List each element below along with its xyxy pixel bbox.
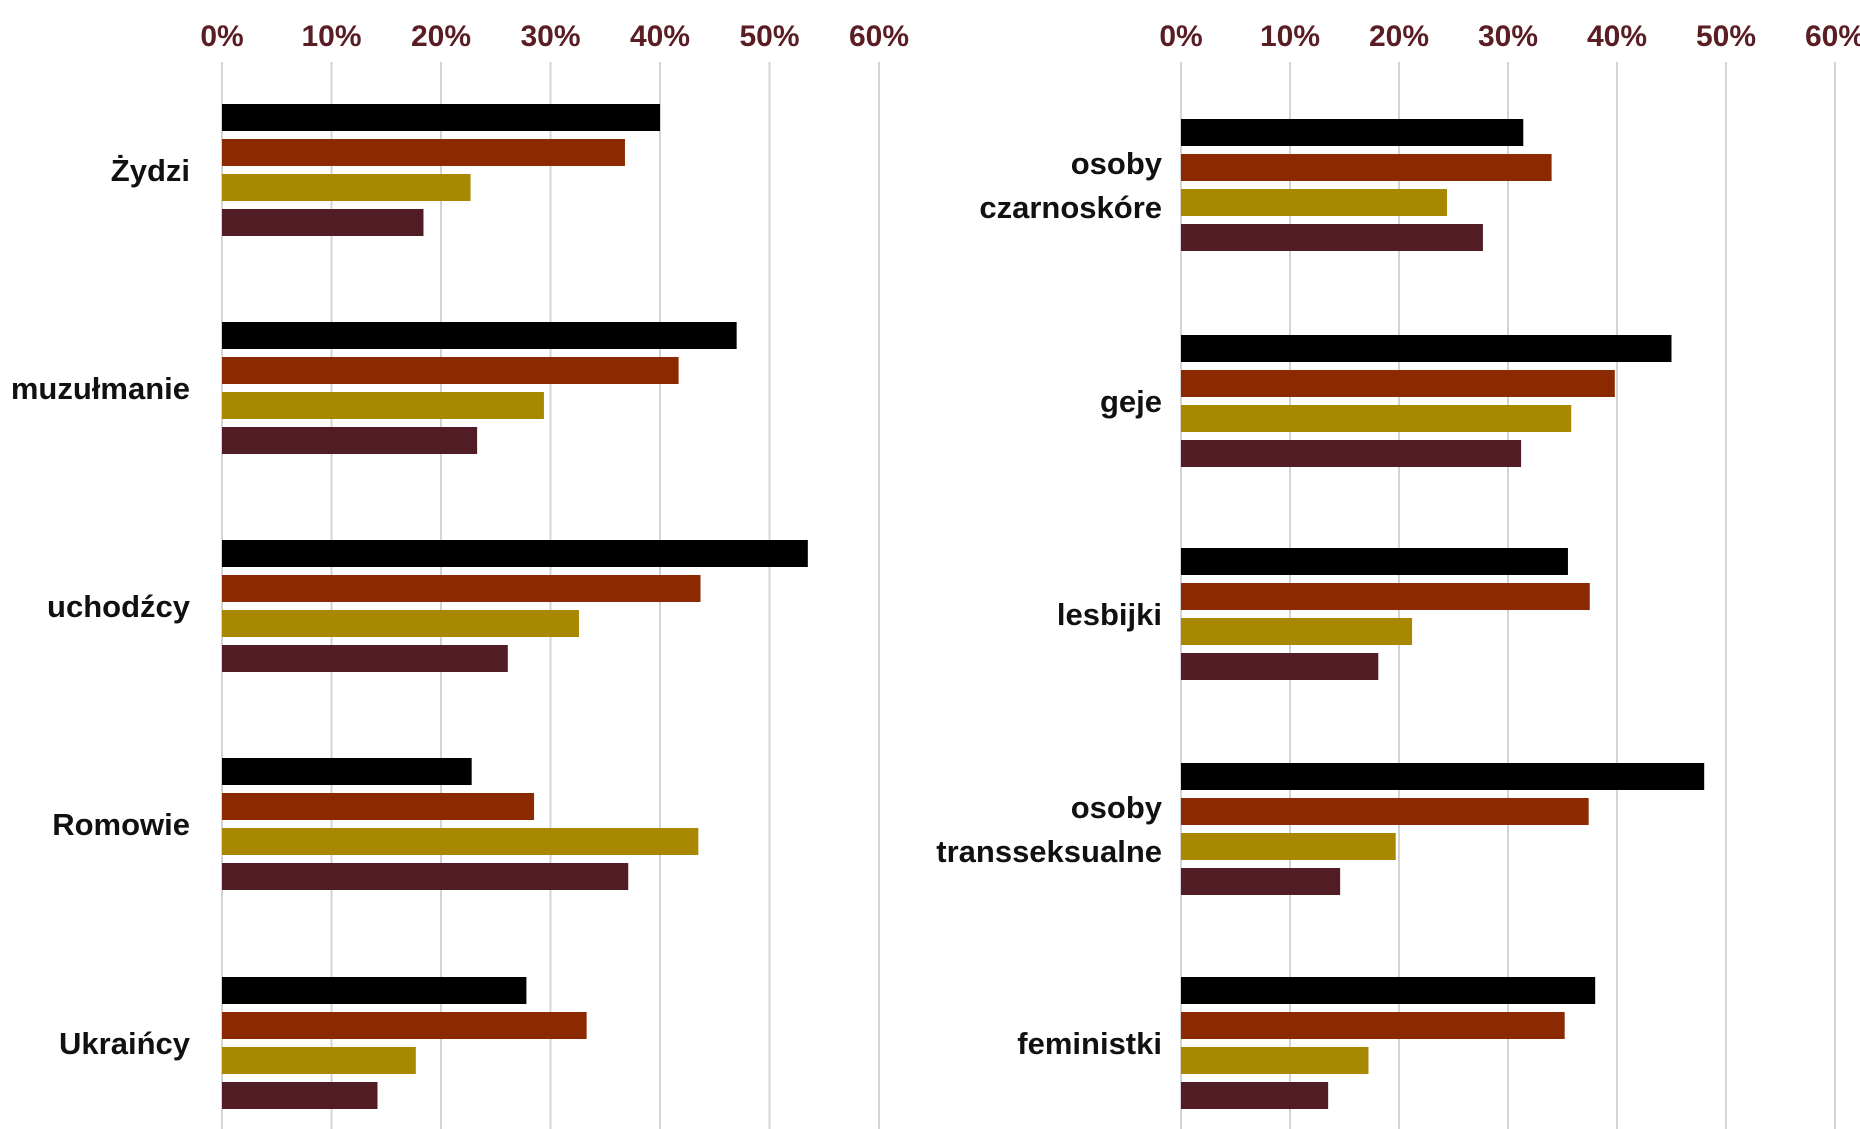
category-label: Romowie <box>52 807 190 842</box>
bar <box>222 828 699 855</box>
x-tick-label: 30% <box>1478 20 1538 53</box>
bar <box>1181 583 1590 610</box>
bar <box>222 104 660 131</box>
x-tick-label: 40% <box>630 20 690 53</box>
category-label: osoby <box>1071 146 1163 181</box>
bar <box>1181 119 1524 146</box>
bar <box>1181 798 1589 825</box>
bar <box>1181 440 1522 467</box>
bar <box>222 174 471 201</box>
category-label: geje <box>1100 384 1162 419</box>
x-tick-label: 60% <box>849 20 909 53</box>
bar <box>222 322 737 349</box>
category-label: Ukraińcy <box>59 1026 191 1061</box>
bar <box>1181 868 1341 895</box>
category-label: feministki <box>1017 1026 1162 1061</box>
bar <box>1181 653 1379 680</box>
bar <box>222 793 535 820</box>
category-label: czarnoskóre <box>979 190 1162 225</box>
bar <box>222 139 625 166</box>
bar <box>222 1047 416 1074</box>
bar <box>222 357 679 384</box>
chart-panel-1: 0% 10% 20% 30% 40% 50% 60% Żydzi muzułmanie uchod… <box>11 20 909 1129</box>
bar <box>1181 977 1596 1004</box>
bar <box>1181 833 1396 860</box>
bar <box>1181 1012 1565 1039</box>
x-tick-label: 50% <box>739 20 799 53</box>
category-label: osoby <box>1071 790 1163 825</box>
x-tick-label: 0% <box>200 20 243 53</box>
bar <box>222 758 472 785</box>
category-label: lesbijki <box>1057 597 1162 632</box>
bar <box>222 540 808 567</box>
bar <box>222 863 629 890</box>
x-tick-label: 20% <box>411 20 471 53</box>
bar <box>222 645 508 672</box>
x-tick-label: 0% <box>1159 20 1202 53</box>
category-label: Żydzi <box>111 153 190 188</box>
bar <box>1181 1047 1369 1074</box>
bar <box>222 575 701 602</box>
bar <box>1181 335 1672 362</box>
x-tick-label: 40% <box>1587 20 1647 53</box>
bar <box>1181 618 1413 645</box>
category-label: transseksualne <box>936 834 1162 869</box>
category-label: muzułmanie <box>11 371 190 406</box>
x-tick-label: 10% <box>1260 20 1320 53</box>
bar <box>222 977 527 1004</box>
x-tick-label: 60% <box>1805 20 1860 53</box>
bar <box>1181 154 1552 181</box>
x-tick-label: 20% <box>1369 20 1429 53</box>
bar <box>222 610 579 637</box>
bar <box>1181 1082 1329 1109</box>
bar <box>1181 189 1447 216</box>
bar <box>1181 763 1705 790</box>
chart-panel-2: 0% 10% 20% 30% 40% 50% 60% osoby czarnoskóre geje… <box>936 20 1860 1129</box>
bar <box>222 427 478 454</box>
bar <box>1181 370 1615 397</box>
x-tick-label: 10% <box>301 20 361 53</box>
bar <box>1181 548 1568 575</box>
x-tick-label: 50% <box>1696 20 1756 53</box>
bar <box>222 209 424 236</box>
bar <box>1181 405 1572 432</box>
category-label: uchodźcy <box>47 589 191 624</box>
bar <box>222 1012 587 1039</box>
bar <box>222 1082 378 1109</box>
bar <box>1181 224 1483 251</box>
bar <box>222 392 544 419</box>
x-tick-label: 30% <box>520 20 580 53</box>
